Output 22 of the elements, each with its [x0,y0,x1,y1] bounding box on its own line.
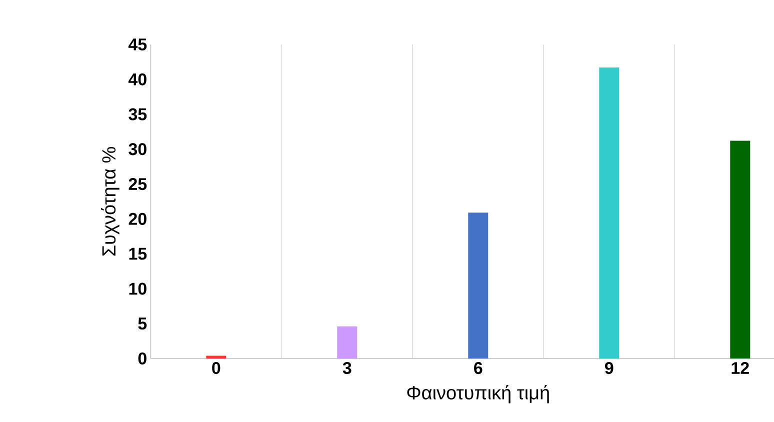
y-tick-label: 30 [128,143,146,156]
x-tick-label: 0 [212,362,220,374]
y-tick-label: 0 [138,352,146,365]
x-axis-title: Φαινοτυπική τιμή [407,384,549,404]
y-tick-label: 10 [129,282,146,295]
y-tick-label: 5 [138,318,147,330]
y-tick-label: 15 [129,248,147,260]
y-tick-label: 35 [128,108,147,120]
x-tick-label: 3 [342,362,352,374]
x-tick-label: 12 [732,362,749,374]
x-tick-label: 9 [605,362,614,374]
y-tick-label: 25 [128,178,147,190]
y-tick-label: 45 [128,38,147,50]
bar [599,68,620,358]
bar [730,140,750,358]
y-tick-label: 40 [128,73,146,86]
bar [206,356,226,358]
bar [468,212,488,358]
x-tick-label: 6 [474,362,482,374]
y-axis-title: Συχνότητα % [101,147,120,256]
y-tick-label: 20 [128,212,146,225]
bar [337,326,358,358]
